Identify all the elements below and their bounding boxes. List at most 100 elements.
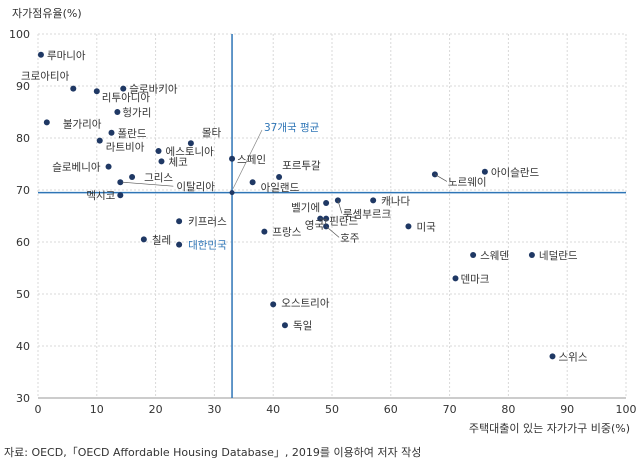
data-label: 독일 xyxy=(293,319,312,332)
data-point xyxy=(105,163,112,170)
data-label: 아이슬란드 xyxy=(491,167,540,179)
average-leader-line xyxy=(232,129,263,189)
y-tick-label: 100 xyxy=(9,28,30,41)
data-label: 스페인 xyxy=(237,154,266,166)
leader-line xyxy=(325,226,340,238)
data-point xyxy=(249,179,256,186)
data-label: 크로아티아 xyxy=(21,71,70,83)
x-tick-label: 0 xyxy=(35,403,42,416)
data-point xyxy=(270,301,277,308)
source-note: 자료: OECD,「OECD Affordable Housing Databa… xyxy=(4,446,422,459)
data-label: 루마니아 xyxy=(47,50,86,62)
data-label: 칠레 xyxy=(152,234,171,246)
data-point xyxy=(187,140,194,147)
x-tick-label: 70 xyxy=(443,403,457,416)
y-tick-label: 70 xyxy=(16,184,30,197)
data-point xyxy=(452,275,459,282)
data-point xyxy=(108,129,115,136)
data-point xyxy=(261,228,268,235)
average-label: 37개국 평균 xyxy=(264,122,320,134)
leader-line xyxy=(122,181,174,187)
x-tick-label: 100 xyxy=(616,403,637,416)
data-point xyxy=(96,137,103,144)
data-label: 핀란드 xyxy=(329,216,358,228)
data-point xyxy=(37,51,44,58)
data-point xyxy=(70,85,77,92)
data-point xyxy=(114,109,121,115)
scatter-chart: 0 10 20 30 40 50 60 70 80 90 10030405060708090100 … xyxy=(9,7,637,435)
data-label: 네덜란드 xyxy=(539,250,578,262)
x-tick-label: 40 xyxy=(266,403,280,416)
data-label: 룩셈부르크 xyxy=(343,208,392,220)
data-label: 멕시코 xyxy=(86,190,115,202)
data-label: 라트비아 xyxy=(106,142,145,154)
data-point xyxy=(120,85,127,92)
grid xyxy=(37,33,627,399)
data-point xyxy=(323,200,330,206)
data-label: 키프러스 xyxy=(188,216,227,228)
data-point xyxy=(155,148,162,154)
data-label: 헝가리 xyxy=(122,107,151,119)
data-point xyxy=(140,236,147,243)
data-point xyxy=(117,179,124,186)
data-label: 아일랜드 xyxy=(261,181,300,194)
x-tick-label: 30 xyxy=(207,403,221,416)
data-point xyxy=(176,241,183,248)
data-label: 스웨덴 xyxy=(480,250,509,262)
data-label: 캐나다 xyxy=(381,195,410,207)
data-label: 포르투갈 xyxy=(282,159,321,172)
data-label: 노르웨이 xyxy=(448,176,487,188)
data-point xyxy=(158,158,165,165)
x-tick-label: 10 xyxy=(90,403,104,416)
data-label: 대한민국 xyxy=(188,240,227,252)
x-tick-label: 20 xyxy=(149,403,163,416)
data-label: 스위스 xyxy=(559,350,588,363)
y-axis-title: 자가점유율(%) xyxy=(12,7,82,20)
data-label: 슬로베니아 xyxy=(52,162,101,174)
data-point xyxy=(470,252,477,258)
data-point xyxy=(405,223,412,230)
data-label: 폴란드 xyxy=(118,128,147,140)
axes: 0 10 20 30 40 50 60 70 80 90 100 30 40 50 60 70 80 90 100 xyxy=(9,28,637,416)
data-label: 그리스 xyxy=(144,172,173,184)
data-label: 에스토니아 xyxy=(166,146,215,158)
y-tick-label: 30 xyxy=(16,392,30,405)
data-label: 미국 xyxy=(416,221,436,233)
x-tick-label: 60 xyxy=(384,403,398,416)
data-point xyxy=(93,88,100,95)
y-tick-label: 50 xyxy=(16,288,30,301)
average-lines: 37개국 평균 xyxy=(38,34,626,398)
data-point xyxy=(549,353,556,360)
data-label: 체코 xyxy=(168,156,188,168)
x-tick-label: 90 xyxy=(560,403,574,416)
data-point xyxy=(370,197,377,204)
data-point xyxy=(129,174,136,180)
data-label: 오스트리아 xyxy=(281,297,330,309)
data-label: 리투아니아 xyxy=(102,92,151,104)
data-label: 벨기에 xyxy=(291,202,320,214)
x-axis-title: 주택대출이 있는 자가가구 비중(%) xyxy=(469,422,630,435)
data-point xyxy=(281,322,288,329)
data-point xyxy=(481,168,488,175)
data-point xyxy=(528,252,535,258)
data-label: 몰타 xyxy=(202,127,222,139)
x-tick-label: 50 xyxy=(325,403,339,416)
data-label: 이탈리아 xyxy=(176,180,215,193)
average-point xyxy=(229,190,235,196)
leader-line xyxy=(337,200,343,214)
data-point xyxy=(176,218,183,225)
data-label: 불가리아 xyxy=(63,118,102,130)
data-point xyxy=(276,174,283,180)
data-label: 프랑스 xyxy=(272,227,301,239)
data-label: 호주 xyxy=(340,232,360,244)
data-label: 덴마크 xyxy=(460,273,489,285)
y-tick-label: 60 xyxy=(16,236,30,249)
leader-line xyxy=(324,218,327,225)
data-label: 슬로바키아 xyxy=(129,84,178,96)
y-tick-label: 40 xyxy=(16,340,30,353)
data-point xyxy=(43,119,50,126)
leader-line xyxy=(434,174,448,182)
data-label: 영국 xyxy=(305,220,325,232)
